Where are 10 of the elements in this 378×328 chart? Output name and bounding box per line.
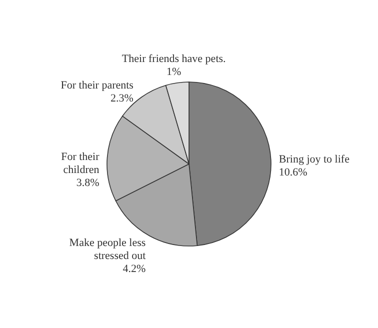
data-label: 2.3% (110, 92, 134, 105)
data-label: 10.6% (278, 166, 308, 178)
slice-label: Their friends have pets. (122, 53, 226, 66)
slice-label: For their children (61, 150, 100, 176)
data-label: 3.8% (76, 176, 100, 189)
slice-label: Bring joy to life (278, 153, 350, 166)
data-label: 1% (166, 66, 182, 78)
data-label: 4.2% (122, 262, 146, 275)
slice-label: For their parents (60, 80, 134, 92)
slice-label: Make people less stressed out (69, 236, 146, 262)
